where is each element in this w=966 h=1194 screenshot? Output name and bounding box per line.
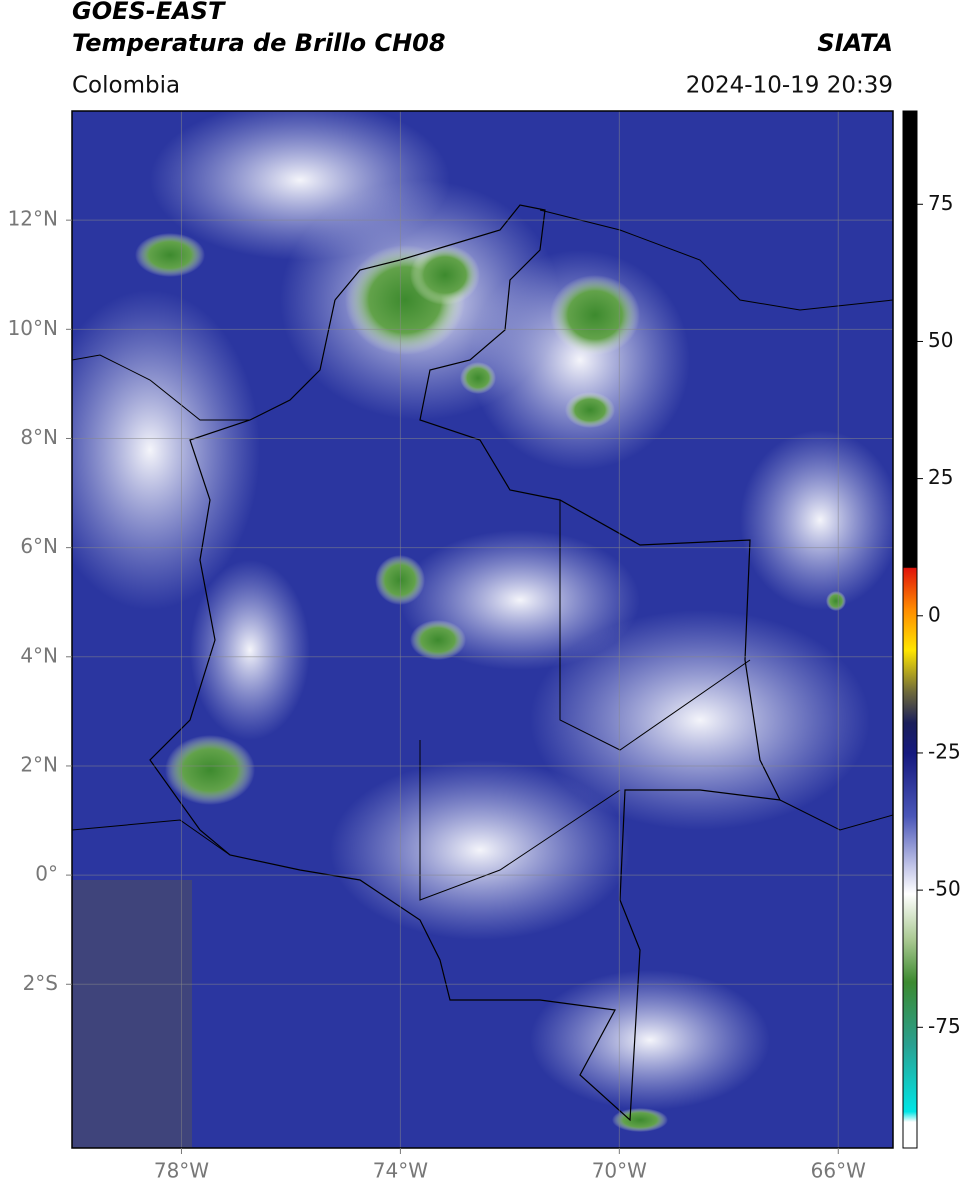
colorbar-tick-label: -25	[928, 739, 961, 763]
datetime: 2024-10-19 20:39	[686, 73, 893, 99]
y-tick-label: 2°S	[23, 971, 58, 995]
y-tick-label: 10°N	[8, 316, 58, 340]
satellite-image	[72, 111, 893, 1148]
colorbar-tick-label: 75	[928, 191, 953, 215]
colorbar-tick-label: 0	[928, 602, 941, 626]
title: GOES-EAST	[72, 0, 226, 25]
title: Temperatura de Brillo CH08	[72, 29, 446, 57]
colorbar-tick-label: 50	[928, 328, 953, 352]
colorbar-tick-label: 25	[928, 465, 953, 489]
x-tick-label: 74°W	[373, 1159, 428, 1183]
region: Colombia	[72, 73, 180, 99]
y-tick-label: 6°N	[20, 534, 58, 558]
y-tick-label: 0°	[35, 862, 58, 886]
map-frame	[71, 110, 894, 1149]
x-tick-label: 66°W	[811, 1159, 866, 1183]
y-tick-label: 2°N	[20, 752, 58, 776]
colorbar	[902, 110, 918, 1149]
colorbar-tick-label: -75	[928, 1014, 961, 1038]
y-tick-label: 4°N	[20, 643, 58, 667]
source: SIATA	[817, 29, 893, 57]
y-tick-label: 12°N	[8, 207, 58, 231]
x-tick-label: 78°W	[154, 1159, 209, 1183]
y-tick-label: 8°N	[20, 425, 58, 449]
colorbar-tick-label: -50	[928, 877, 961, 901]
x-tick-label: 70°W	[592, 1159, 647, 1183]
graticule	[72, 111, 893, 1148]
